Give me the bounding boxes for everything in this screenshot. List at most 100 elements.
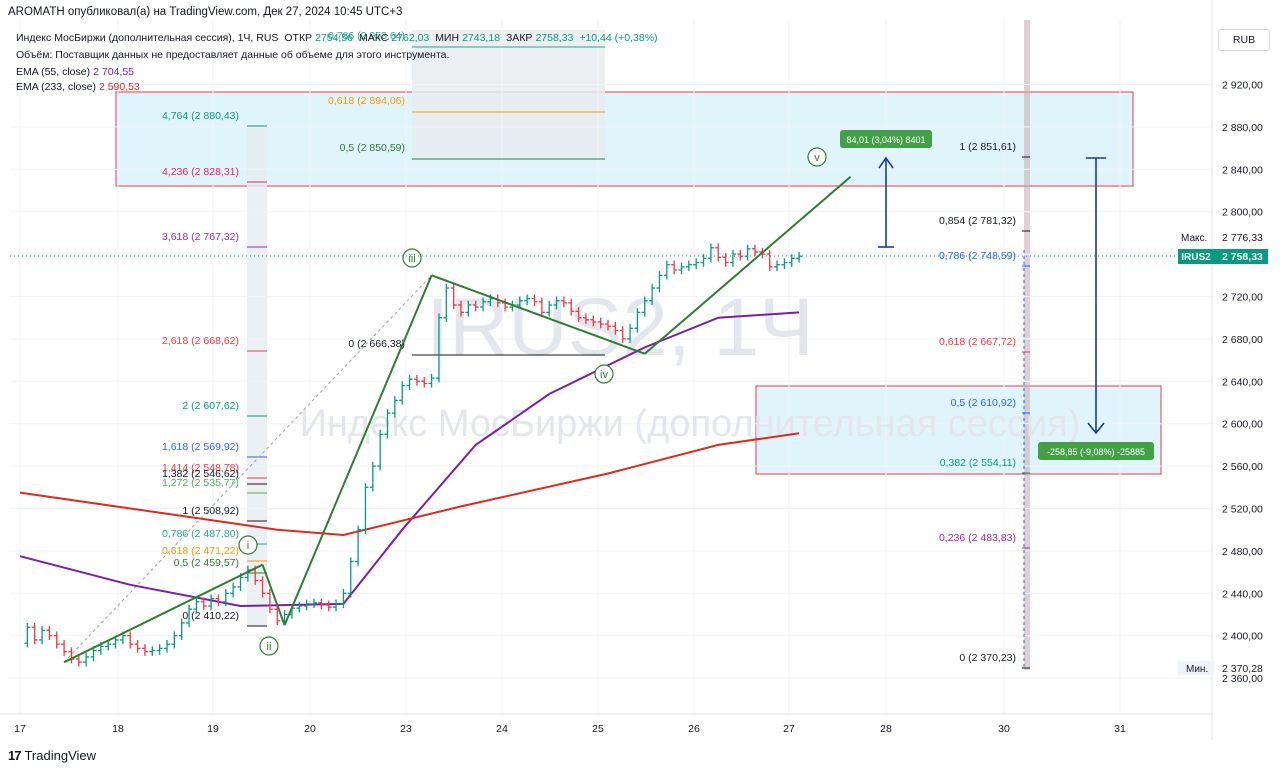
y-tick-label: 2 600,00 — [1222, 419, 1263, 431]
ema233-legend[interactable]: EMA (233, close) 2 590,53 — [16, 81, 140, 93]
volume-note: Объём: Поставщик данных не предоставляет… — [16, 49, 450, 61]
wave-label-iii: iii — [408, 253, 415, 265]
x-tick-label: 24 — [496, 723, 508, 735]
symbol-legend[interactable]: Индекс МосБиржи (дополнительная сессия),… — [16, 32, 661, 44]
min-label-badge — [1178, 661, 1214, 675]
max-label: Макс. — [1181, 233, 1207, 244]
ema55-label: EMA (55, close) — [16, 66, 91, 78]
symbol-name: Индекс МосБиржи (дополнительная сессия),… — [16, 32, 279, 44]
close-value: 2758,33 — [535, 32, 574, 44]
fib-right-label: 0,236 (2 483,83) — [939, 532, 1016, 544]
measure-up-arrowhead — [878, 156, 894, 169]
ema233-line — [19, 432, 800, 537]
fib-left-label: 0,5 (2 459,57) — [174, 557, 239, 569]
wave-line-iii — [283, 274, 433, 626]
fib-levels: 4,764 (2 880,43) 4,236 (2 828,31) 3,618 (2… — [63, 30, 1030, 670]
y-tick-label: 2 360,00 — [1222, 673, 1263, 685]
open-value: 2754,56 — [315, 32, 354, 44]
watermark-name: Индекс МосБиржи (дополнительная сессия) — [300, 403, 1081, 445]
measure-down-badge — [1038, 442, 1154, 460]
wave-line-i — [63, 563, 263, 664]
x-tick-label: 30 — [998, 723, 1010, 735]
wave-label-iv: iv — [600, 369, 608, 381]
y-tick-label: 2 560,00 — [1222, 461, 1263, 473]
fib-right-label: 0,854 (2 781,32) — [939, 215, 1016, 227]
measure-down-arrowhead — [1087, 422, 1105, 435]
brand-name: TradingView — [24, 748, 97, 763]
wave-label-i: i — [247, 540, 249, 552]
fib-background — [247, 20, 1030, 670]
y-tick-label: 2 840,00 — [1222, 164, 1263, 176]
y-tick-label: 2 440,00 — [1222, 588, 1263, 600]
x-tick-label: 18 — [112, 723, 124, 735]
last-symbol: IRUS2 — [1181, 252, 1211, 263]
fib-left-label: 3,618 (2 767,32) — [162, 231, 239, 243]
fib-left-label: 1,618 (2 569,92) — [162, 441, 239, 453]
x-tick-label: 23 — [400, 723, 412, 735]
measure-tools: 84,01 (3,04%) 8401 -258,85 (-9,08%) -2588… — [840, 130, 1154, 460]
fib-left-label: 1,382 (2 546,62) — [162, 468, 239, 480]
fib-right-label: 0,618 (2 667,72) — [939, 336, 1016, 348]
author-line: AROMATH опубликовал(а) на TradingView.co… — [8, 6, 403, 18]
x-tick-label: 31 — [1114, 723, 1126, 735]
fib-left-label: 2 (2 607,62) — [182, 400, 239, 412]
wave-marker-v — [807, 147, 827, 167]
x-tick-label: 25 — [592, 723, 604, 735]
wave-line-ii — [261, 564, 286, 626]
fib-left-label: 1,414 (2 548,78) — [162, 462, 239, 474]
y-tick-label: 2 640,00 — [1222, 376, 1263, 388]
fib-middle-band — [412, 30, 605, 158]
currency-button[interactable]: RUB — [1218, 29, 1270, 51]
min-label: Мин. — [1186, 664, 1208, 675]
x-tick-label: 19 — [207, 723, 219, 735]
change-value: +10,44 (+0,38%) — [579, 32, 658, 44]
fib-left-band — [247, 126, 267, 626]
ema55-legend[interactable]: EMA (55, close) 2 704,55 — [16, 66, 134, 78]
target-zones — [115, 91, 1162, 475]
ema55-value: 2 704,55 — [93, 66, 134, 78]
fib-left-label: 0,618 (2 471,22) — [162, 545, 239, 557]
wave-label-ii: ii — [267, 641, 272, 653]
fib-left-label: 1 (2 508,92) — [182, 505, 239, 517]
ema233-value: 2 590,53 — [98, 81, 140, 93]
wave-line-v — [644, 175, 852, 355]
fib-left-label: 4,764 (2 880,43) — [162, 110, 239, 122]
fib-right-label: 0,786 (2 748,59) — [939, 250, 1016, 262]
tradingview-brand: 17 TradingView — [8, 748, 96, 763]
close-label: ЗАКР — [505, 32, 533, 44]
wave-label-v: v — [814, 152, 820, 164]
y-tick-label: 2 680,00 — [1222, 334, 1263, 346]
x-tick-label: 27 — [783, 723, 795, 735]
ema55-line — [19, 311, 800, 608]
x-tick-label: 26 — [688, 723, 700, 735]
wave-marker-ii — [259, 636, 279, 656]
wave-marker-iv — [594, 364, 614, 384]
fib-left-label: 1,272 (2 535,77) — [162, 477, 239, 489]
ema233-label: EMA (233, close) — [16, 81, 96, 93]
fib-left-label: 0,786 (2 487,80) — [162, 528, 239, 540]
axes: 2 920,002 880,002 840,002 800,002 760,00… — [0, 0, 1268, 740]
measure-up-badge — [840, 130, 932, 148]
wave-marker-i — [238, 535, 258, 555]
x-tick-label: 17 — [14, 723, 26, 735]
fib-right-label: 0,5 (2 610,92) — [951, 397, 1016, 409]
upper-target-zone — [115, 91, 1134, 187]
y-tick-label: 2 720,00 — [1222, 292, 1263, 304]
last-symbol-badge — [1178, 249, 1214, 264]
last-price-value: 2 758,33 — [1222, 251, 1263, 263]
fib-right-band — [1024, 20, 1030, 670]
low-label: МИН — [435, 32, 460, 44]
fib-left-label: 4,236 (2 828,31) — [162, 166, 239, 178]
fib-left-label: 0 (2 410,22) — [182, 610, 239, 622]
tradingview-logo-icon: 17 — [8, 748, 22, 763]
open-label: ОТКР — [284, 32, 313, 44]
y-tick-label: 2 520,00 — [1222, 504, 1263, 516]
fib-middle-label: 0 (2 666,38) — [348, 338, 405, 350]
y-tick-label: 2 800,00 — [1222, 207, 1263, 219]
dashed-trend-line — [63, 274, 432, 663]
fib-right-label: 0 (2 370,23) — [959, 652, 1016, 664]
max-value: 2 776,33 — [1222, 232, 1263, 244]
